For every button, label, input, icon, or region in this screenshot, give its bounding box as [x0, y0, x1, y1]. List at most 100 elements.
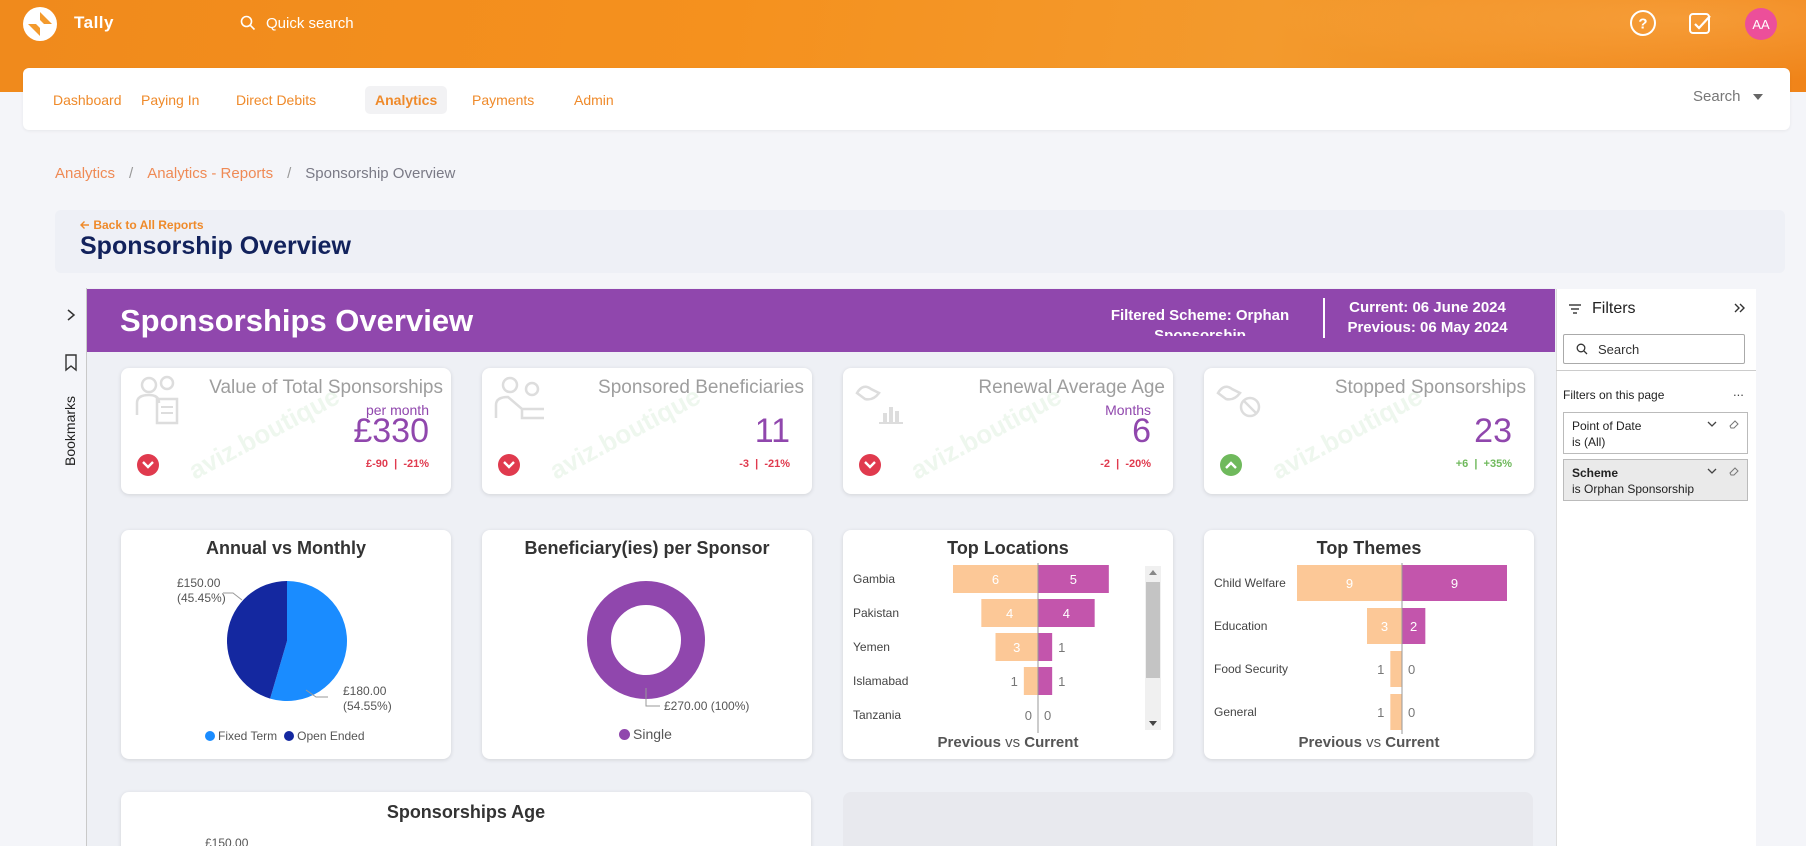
tasks-icon[interactable]: [1685, 8, 1715, 38]
arrow-left-icon: [80, 220, 90, 230]
current-date: Current: 06 June 2024: [1340, 298, 1515, 318]
eraser-icon[interactable]: [1728, 465, 1740, 477]
quick-search[interactable]: Quick search: [240, 10, 354, 36]
bar-previous[interactable]: [1024, 667, 1038, 695]
filter-card-point-of-date[interactable]: Point of Date is (All): [1563, 412, 1748, 454]
kpi-delta-abs: +6: [1456, 458, 1469, 470]
breadcrumb-analytics-reports[interactable]: Analytics - Reports: [147, 165, 273, 182]
filter-search-placeholder: Search: [1598, 342, 1639, 357]
slice-value: £150.00: [177, 576, 226, 591]
breadcrumb-current: Sponsorship Overview: [305, 165, 455, 182]
data-label: 0: [1044, 708, 1051, 723]
breadcrumb: Analytics / Analytics - Reports / Sponso…: [55, 165, 455, 182]
nav-analytics[interactable]: Analytics: [365, 86, 447, 114]
back-link-label: Back to All Reports: [93, 218, 203, 232]
trend-down-icon: [859, 454, 881, 476]
footer-current: Current: [1024, 734, 1078, 751]
kpi-card-beneficiaries[interactable]: aviz.boutique Sponsored Beneficiaries 11…: [482, 368, 812, 494]
kpi-title: Stopped Sponsorships: [1335, 377, 1526, 399]
chart-title: Sponsorships Age: [121, 802, 811, 823]
bar-current[interactable]: [1038, 667, 1052, 695]
chart-footer: Previous vs Current: [1204, 734, 1534, 751]
sponsorships-age-chart[interactable]: Sponsorships Age £150.00: [121, 792, 811, 846]
filter-card-scheme[interactable]: Scheme is Orphan Sponsorship: [1563, 459, 1748, 501]
chevron-right-icon[interactable]: [64, 308, 78, 322]
nav-direct-debits[interactable]: Direct Debits: [226, 86, 326, 114]
data-label: 1: [1058, 640, 1065, 655]
nav-paying-in[interactable]: Paying In: [131, 86, 209, 114]
leader-line: [223, 593, 242, 600]
brand-name: Tally: [74, 13, 114, 33]
slice-pct: (54.55%): [343, 699, 392, 714]
top-themes-chart[interactable]: Top Themes Child Welfare Education Food Se…: [1204, 530, 1534, 759]
footer-vs: vs: [1366, 734, 1381, 751]
trend-down-icon: [137, 454, 159, 476]
kpi-card-renewal-age[interactable]: aviz.boutique Renewal Average Age Months…: [843, 368, 1173, 494]
scroll-thumb[interactable]: [1146, 582, 1160, 678]
bar-previous[interactable]: [1390, 651, 1402, 687]
bar-label: £150.00: [205, 836, 248, 846]
donut-chart-svg: [482, 530, 812, 759]
chevron-down-icon[interactable]: [1707, 468, 1717, 474]
bookmark-icon[interactable]: [64, 354, 78, 372]
filter-pane-header: Filters: [1568, 300, 1636, 318]
help-icon[interactable]: ?: [1628, 8, 1658, 38]
kpi-card-stopped[interactable]: aviz.boutique Stopped Sponsorships 23 +6…: [1204, 368, 1534, 494]
legend-label[interactable]: Open Ended: [297, 729, 364, 743]
search-icon: [1576, 343, 1588, 355]
footer-vs: vs: [1005, 734, 1020, 751]
bar-current[interactable]: [1038, 633, 1052, 661]
nav-payments[interactable]: Payments: [462, 86, 544, 114]
beneficiaries-per-sponsor-chart[interactable]: Beneficiary(ies) per Sponsor £270.00 (10…: [482, 530, 812, 759]
slice-label-open-ended: £150.00 (45.45%): [177, 576, 226, 606]
legend-label[interactable]: Fixed Term: [218, 729, 277, 743]
banner-divider: [1323, 298, 1325, 338]
filter-divider: [1556, 370, 1756, 371]
annual-vs-monthly-chart[interactable]: Annual vs Monthly £150.00 (45.45%) £180.…: [121, 530, 451, 759]
donut-slice-single[interactable]: [599, 593, 693, 687]
more-options-icon[interactable]: ...: [1733, 384, 1744, 399]
data-label: 4: [1063, 606, 1070, 621]
data-label: 3: [1013, 640, 1020, 655]
bar-previous[interactable]: [1390, 694, 1402, 730]
scroll-down-icon[interactable]: [1145, 716, 1161, 730]
eraser-icon[interactable]: [1728, 418, 1740, 430]
chart-scrollbar[interactable]: [1145, 566, 1161, 730]
kpi-delta-pct: -21%: [403, 458, 429, 470]
chart-legend: Fixed Term Open Ended: [205, 729, 365, 743]
user-avatar[interactable]: AA: [1745, 8, 1777, 40]
kpi-delta-pct: -20%: [1125, 458, 1151, 470]
stopped-sponsorship-icon: [1214, 373, 1274, 428]
kpi-delta: £-90 | -21%: [366, 458, 429, 470]
kpi-delta: -2 | -20%: [1100, 458, 1151, 470]
data-label: 0: [1025, 708, 1032, 723]
trend-up-icon: [1220, 454, 1242, 476]
data-label: 3: [1381, 619, 1388, 634]
back-link[interactable]: Back to All Reports: [80, 218, 204, 232]
top-locations-chart[interactable]: Top Locations Gambia Pakistan Yemen Islamab…: [843, 530, 1173, 759]
nav-admin[interactable]: Admin: [564, 86, 624, 114]
chevron-down-icon[interactable]: [1707, 421, 1717, 427]
scroll-up-icon[interactable]: [1145, 566, 1161, 580]
kpi-delta-pct: -21%: [764, 458, 790, 470]
pie-chart-svg: [121, 530, 451, 759]
kpi-delta: -3 | -21%: [739, 458, 790, 470]
kpi-value: 11: [755, 412, 790, 451]
breadcrumb-analytics[interactable]: Analytics: [55, 165, 115, 182]
search-icon: [240, 15, 256, 31]
footer-previous: Previous: [938, 734, 1001, 751]
nav-dashboard[interactable]: Dashboard: [43, 86, 132, 114]
tally-logo-icon[interactable]: [22, 6, 58, 42]
chart-legend: Single: [619, 726, 672, 742]
bookmarks-label[interactable]: Bookmarks: [62, 396, 78, 466]
kpi-card-total-value[interactable]: aviz.boutique Value of Total Sponsorship…: [121, 368, 451, 494]
legend-label[interactable]: Single: [633, 726, 672, 742]
collapse-pane-icon[interactable]: [1733, 302, 1747, 314]
beneficiary-icon: [492, 373, 552, 428]
kpi-delta-abs: -2: [1100, 458, 1110, 470]
data-label: 0: [1408, 662, 1415, 677]
kpi-value: £330: [353, 412, 429, 451]
nav-search-dropdown[interactable]: Search: [1693, 88, 1763, 105]
filter-search-input[interactable]: Search: [1563, 334, 1745, 364]
trend-down-icon: [498, 454, 520, 476]
